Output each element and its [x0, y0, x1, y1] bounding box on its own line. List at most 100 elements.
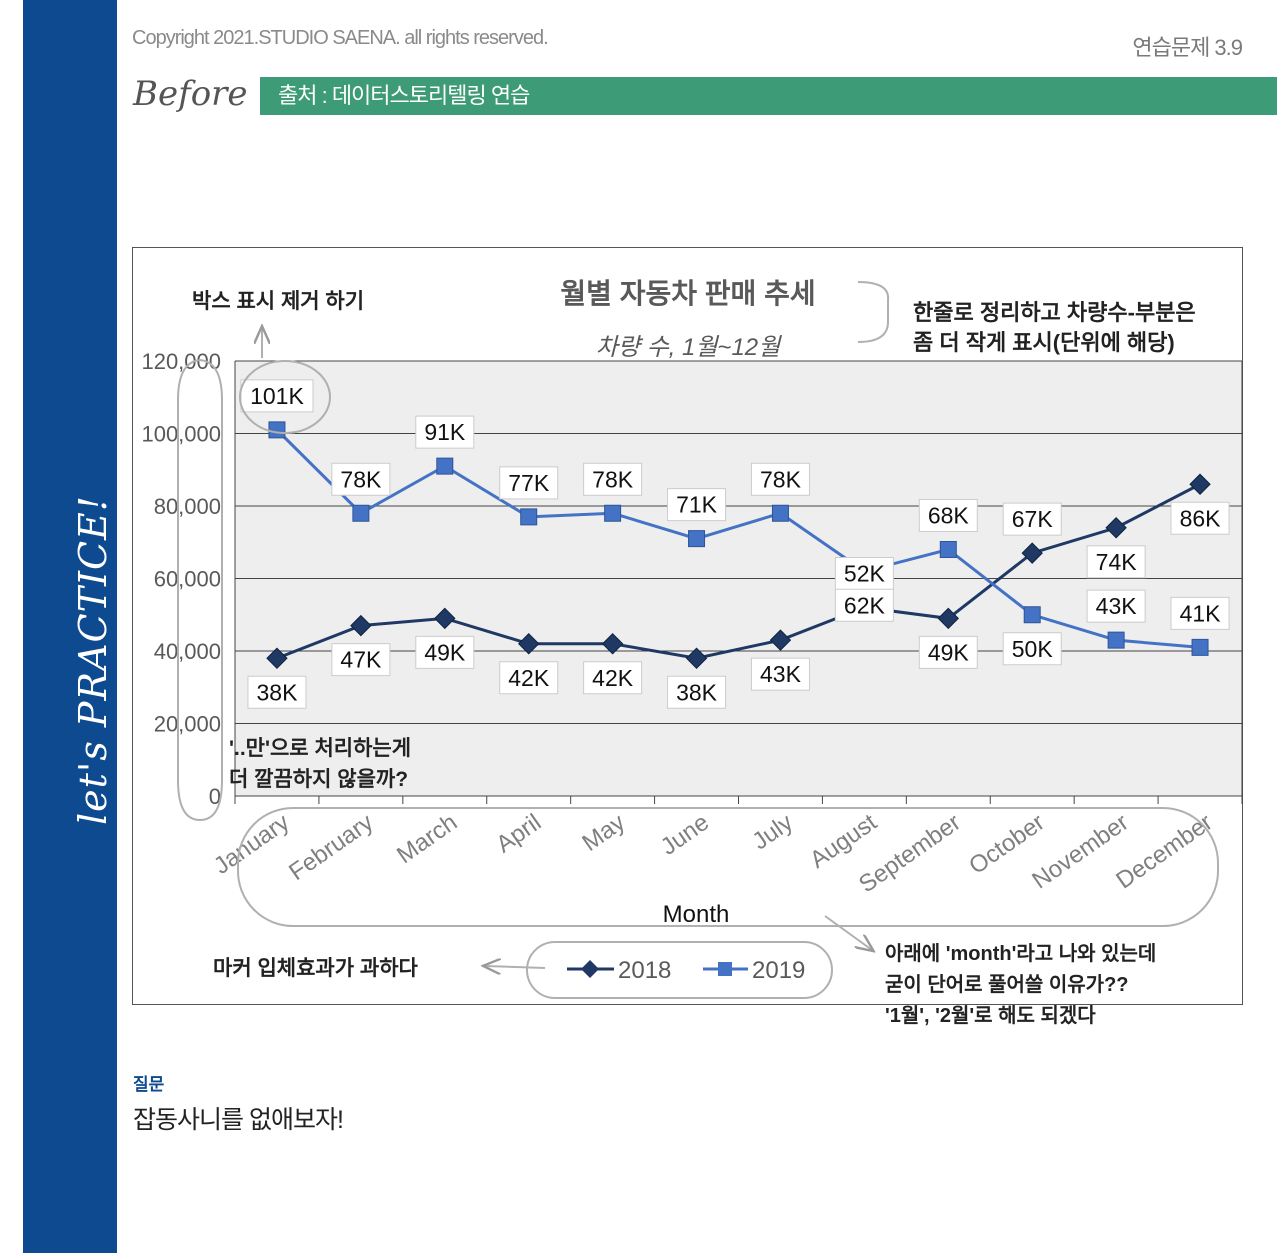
- data-point-2019: [520, 508, 538, 526]
- data-label-box: [331, 643, 391, 677]
- data-label-box: [415, 415, 475, 449]
- data-point-2018: [1021, 542, 1043, 564]
- question-label: 질문: [133, 1075, 165, 1095]
- data-point-2018: [1189, 473, 1211, 495]
- data-label-box: [834, 588, 894, 622]
- x-tick-label: April: [491, 809, 546, 859]
- source-bar: 출처 : 데이터스토리텔링 연습: [260, 77, 1277, 115]
- annotation-man-unit-2: 더 깔끔하지 않을까?: [229, 768, 408, 791]
- month-labels-outline: [237, 807, 1219, 927]
- legend-marker-2018: [581, 960, 599, 978]
- x-tick-label: February: [284, 809, 378, 886]
- data-label-text: 52K: [844, 561, 886, 587]
- data-point-2018: [350, 614, 372, 637]
- data-label-box: [499, 661, 559, 695]
- data-point-2019: [939, 541, 957, 558]
- data-point-2018: [937, 607, 959, 630]
- x-tick-label: June: [656, 809, 714, 861]
- data-label-2018: 47K: [331, 643, 391, 677]
- data-label-2019: 78K: [583, 462, 643, 496]
- data-label-text: 67K: [1012, 506, 1054, 532]
- title-bracket: [857, 281, 890, 343]
- y-tick-label: 20,000: [154, 712, 221, 737]
- handwritten-annotations: [177, 281, 1219, 999]
- data-point-2018: [1105, 517, 1127, 539]
- data-label-2018: 42K: [583, 661, 643, 695]
- data-label-text: 74K: [1096, 549, 1138, 575]
- data-label-box: [1086, 589, 1146, 623]
- data-point-2019: [268, 421, 286, 439]
- data-label-box: [918, 499, 978, 532]
- data-label-text: 38K: [676, 679, 718, 705]
- data-label-box: [240, 379, 314, 413]
- data-point-2019: [1107, 631, 1125, 649]
- series-line-2018: [276, 482, 1201, 660]
- legend: 2018 2019: [567, 957, 805, 984]
- data-label-2019: 78K: [331, 462, 391, 496]
- data-label-2018: 49K: [918, 635, 978, 669]
- y-tick-label: 80,000: [154, 494, 221, 519]
- data-label-text: 91K: [424, 419, 466, 445]
- legend-label-2019: 2019: [752, 957, 805, 984]
- chart-title: 월별 자동차 판매 추세: [560, 278, 815, 309]
- data-label-box: [583, 462, 643, 496]
- data-label-box: [750, 657, 810, 691]
- data-label-text: 43K: [1096, 593, 1138, 619]
- data-label-text: 50K: [1012, 636, 1054, 662]
- data-label-2018: 49K: [415, 635, 475, 669]
- data-label-2019: 71K: [667, 488, 727, 522]
- data-label-box: [499, 466, 559, 500]
- data-label-text: 42K: [508, 665, 550, 691]
- data-label-2018: 43K: [750, 657, 810, 691]
- data-label-2018: 74K: [1086, 545, 1146, 579]
- data-label-2019: 50K: [1002, 632, 1062, 666]
- data-point-2019: [688, 530, 706, 548]
- annotation-marker: 마커 입체효과가 과하다: [213, 957, 419, 980]
- data-point-2019: [1023, 606, 1041, 624]
- data-label-box: [1002, 502, 1062, 536]
- data-label-text: 49K: [928, 639, 970, 665]
- x-axis-title: Month: [663, 901, 730, 928]
- y-tick-label: 40,000: [154, 639, 221, 664]
- annotation-remove-box: 박스 표시 제거 하기: [192, 290, 364, 313]
- x-tick-label: May: [577, 809, 630, 857]
- data-point-2019: [604, 504, 622, 522]
- data-label-text: 86K: [1180, 505, 1222, 531]
- series-line-2019: [275, 428, 1201, 649]
- chart-subtitle: 차량 수, 1월~12월: [596, 334, 782, 361]
- month-note-arrow: [824, 915, 872, 950]
- data-label-2019: 68K: [918, 499, 978, 532]
- y-tick-label: 0: [209, 784, 221, 809]
- x-tick-label: March: [392, 809, 462, 869]
- data-label-text: 77K: [508, 470, 550, 496]
- x-tick-label: July: [747, 809, 797, 856]
- data-label-text: 47K: [340, 647, 382, 673]
- data-label-2019: 91K: [415, 415, 475, 449]
- data-label-2018: 42K: [499, 661, 559, 695]
- page-id: 연습문제 3.9: [1132, 35, 1243, 60]
- data-label-text: 78K: [340, 466, 382, 492]
- question-text: 잡동사니를 없애보자!: [133, 1106, 344, 1134]
- data-label-text: 78K: [760, 466, 802, 492]
- legend-label-2018: 2018: [618, 957, 671, 984]
- annotation-one-line-2: 좀 더 작게 표시(단위에 해당): [913, 330, 1175, 355]
- data-point-2018: [266, 647, 288, 669]
- sidebar: let's PRACTICE!: [23, 0, 117, 1253]
- data-label-2019: 62K: [834, 588, 894, 622]
- data-label-text: 42K: [592, 665, 634, 691]
- data-point-2018: [434, 607, 456, 630]
- y-tick-label: 60,000: [154, 567, 221, 592]
- data-label-2019: 43K: [1086, 589, 1146, 623]
- y-axis-bracket: [177, 358, 223, 822]
- legend-marker-2019: [718, 962, 732, 976]
- data-label-box: [415, 635, 475, 669]
- data-label-text: 101K: [250, 383, 304, 409]
- data-label-text: 68K: [928, 503, 970, 529]
- data-label-2019: 77K: [499, 466, 559, 500]
- copyright-text: Copyright 2021.STUDIO SAENA. all rights …: [132, 27, 549, 49]
- data-label-text: 41K: [1180, 600, 1222, 626]
- data-label-text: 78K: [592, 466, 634, 492]
- data-point-2019: [1191, 638, 1209, 656]
